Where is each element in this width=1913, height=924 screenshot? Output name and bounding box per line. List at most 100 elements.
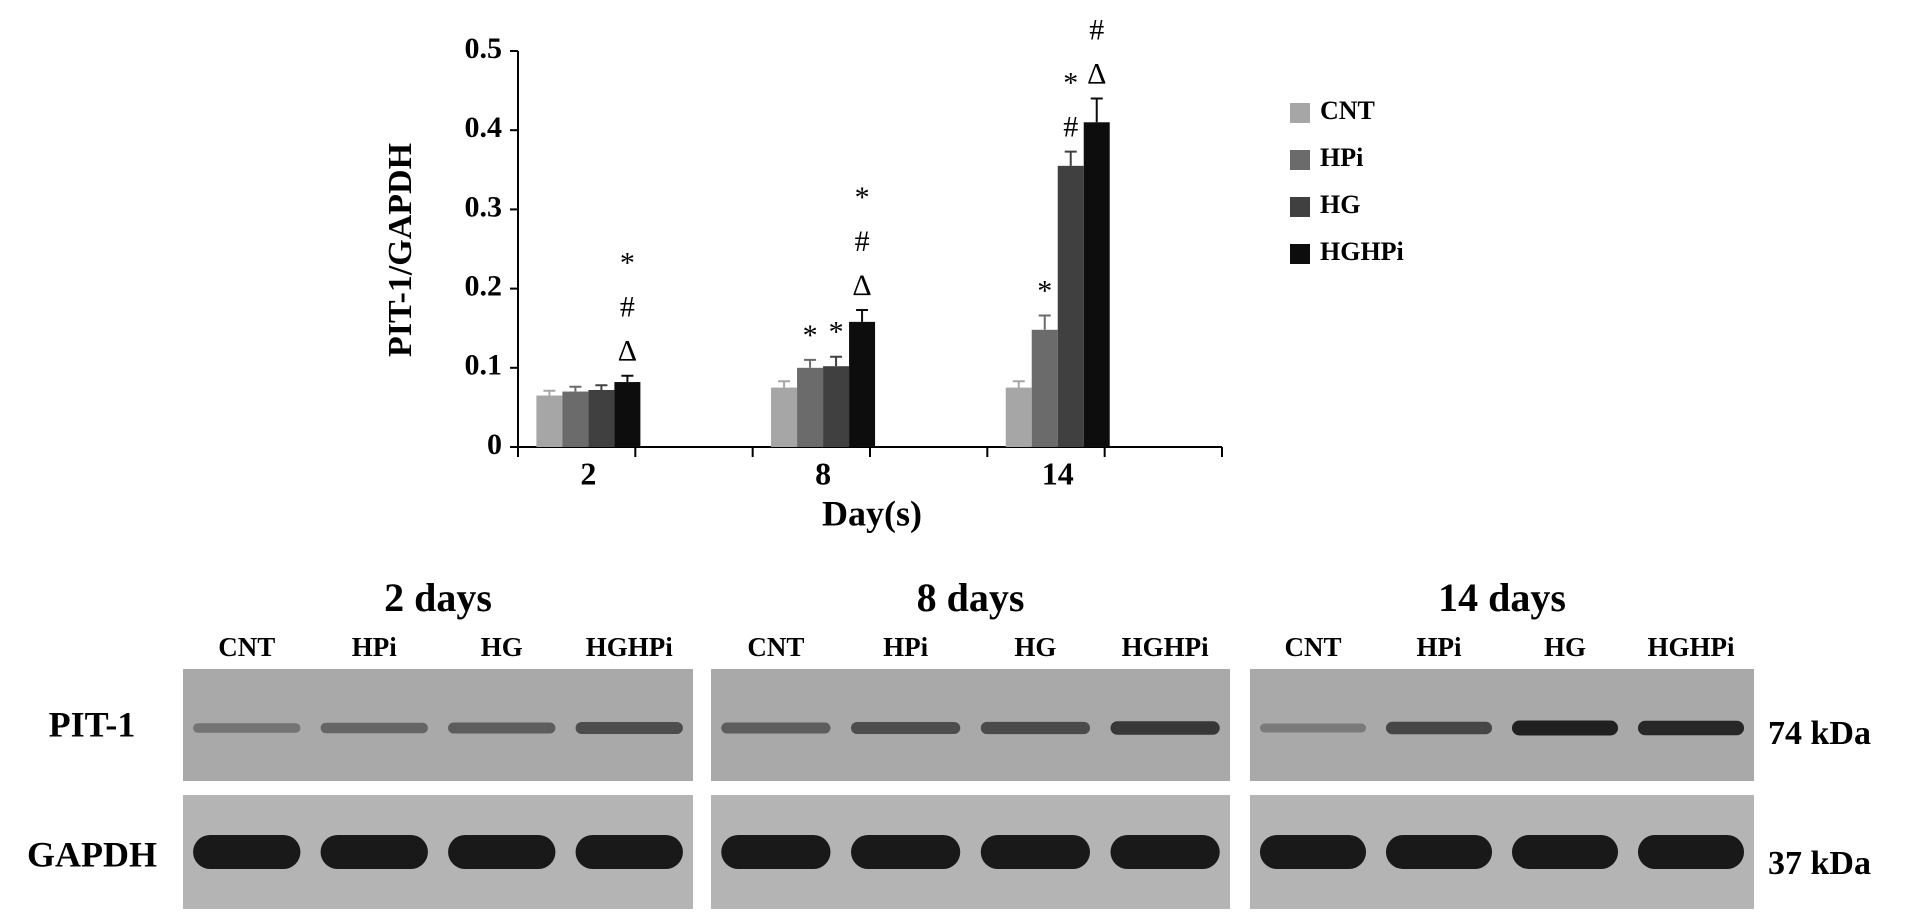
significance-marker: *: [1037, 274, 1052, 307]
legend-label: HGHPi: [1320, 237, 1404, 266]
error-bar: [830, 355, 843, 367]
blot-band: [721, 835, 831, 869]
blot-band: [1511, 835, 1619, 869]
significance-marker: #: [620, 291, 635, 324]
error-bar: [1012, 380, 1025, 388]
y-tick-label: 0.5: [465, 32, 503, 65]
error-bar: [778, 380, 791, 388]
legend-label: CNT: [1320, 96, 1375, 125]
row-label: PIT-1: [49, 704, 136, 744]
y-tick-label: 0.3: [465, 190, 503, 223]
lane-label: HGHPi: [1122, 632, 1209, 662]
blot-band: [575, 835, 683, 869]
blot-band: [721, 722, 831, 734]
bar: [614, 382, 641, 447]
bar: [562, 391, 589, 447]
size-label: 74 kDa: [1768, 715, 1871, 752]
significance-marker: *: [803, 319, 818, 352]
lane-label: HG: [481, 632, 523, 662]
error-bar: [621, 374, 634, 383]
significance-marker: *: [829, 316, 844, 349]
blot-band: [1637, 720, 1745, 736]
y-tick-label: 0.4: [465, 111, 503, 144]
y-axis-label: PIT-1/GAPDH: [382, 143, 419, 357]
significance-marker: *: [620, 247, 635, 280]
bar: [588, 389, 615, 447]
size-label: 37 kDa: [1768, 845, 1871, 882]
blot-band: [448, 835, 556, 869]
bar: [849, 321, 876, 447]
bar: [797, 367, 824, 447]
blot-band: [320, 835, 428, 869]
blot-band: [1110, 835, 1220, 869]
lane-label: HPi: [883, 632, 928, 662]
significance-marker: Δ: [852, 269, 871, 302]
lane-label: CNT: [1284, 632, 1341, 662]
blot-band: [1259, 723, 1367, 733]
bar: [1057, 165, 1084, 447]
legend-label: HG: [1320, 190, 1360, 219]
error-bar: [804, 358, 817, 368]
lane-label: HGHPi: [586, 632, 673, 662]
significance-marker: #: [1089, 13, 1104, 46]
lane-label: HPi: [352, 632, 397, 662]
row-label: GAPDH: [27, 834, 157, 874]
legend-swatch: [1290, 197, 1310, 217]
x-tick-label: 14: [1042, 455, 1074, 491]
blot-band: [1110, 721, 1220, 735]
blot-title: 14 days: [1438, 575, 1566, 620]
lane-label: HG: [1014, 632, 1056, 662]
error-bar: [1038, 314, 1051, 330]
bar: [1005, 387, 1032, 447]
x-axis-label: Day(s): [822, 493, 922, 533]
error-bar: [1090, 97, 1103, 123]
blot-band: [1637, 835, 1745, 869]
blot-band: [1385, 721, 1493, 735]
significance-marker: *: [855, 181, 870, 214]
bar: [823, 366, 850, 447]
legend-swatch: [1290, 150, 1310, 170]
blot-band: [448, 722, 556, 734]
significance-marker: *: [1089, 0, 1104, 2]
blot-title: 2 days: [384, 575, 492, 620]
y-tick-label: 0: [487, 428, 502, 461]
error-bar: [569, 385, 582, 392]
blot-band: [850, 722, 961, 734]
blot-band: [980, 721, 1091, 735]
error-bar: [856, 308, 869, 322]
significance-marker: #: [1063, 110, 1078, 143]
error-bar: [543, 389, 556, 396]
x-tick-label: 8: [815, 455, 831, 491]
bar: [1031, 329, 1058, 447]
lane-label: HGHPi: [1648, 632, 1735, 662]
blot-band: [980, 835, 1091, 869]
blot-title: 8 days: [917, 575, 1025, 620]
blot-band: [1385, 835, 1493, 869]
bar: [771, 387, 798, 447]
significance-marker: Δ: [1087, 57, 1106, 90]
blot-band: [1511, 720, 1619, 736]
x-tick-label: 2: [580, 455, 596, 491]
lane-label: HPi: [1417, 632, 1462, 662]
lane-label: CNT: [747, 632, 804, 662]
blot-band: [193, 835, 301, 869]
legend-swatch: [1290, 103, 1310, 123]
blot-band: [320, 722, 428, 734]
significance-marker: Δ: [618, 335, 637, 368]
blot-band: [850, 835, 961, 869]
error-bar: [1064, 150, 1077, 166]
y-tick-label: 0.2: [465, 269, 503, 302]
error-bar: [595, 384, 608, 390]
legend-label: HPi: [1320, 143, 1363, 172]
blot-band: [193, 723, 301, 733]
bar: [536, 395, 563, 447]
lane-label: CNT: [218, 632, 275, 662]
significance-marker: *: [1063, 66, 1078, 99]
legend-swatch: [1290, 244, 1310, 264]
lane-label: HG: [1544, 632, 1586, 662]
significance-marker: #: [855, 225, 870, 258]
blot-band: [575, 722, 683, 734]
y-tick-label: 0.1: [465, 349, 503, 382]
bar: [1083, 122, 1110, 447]
